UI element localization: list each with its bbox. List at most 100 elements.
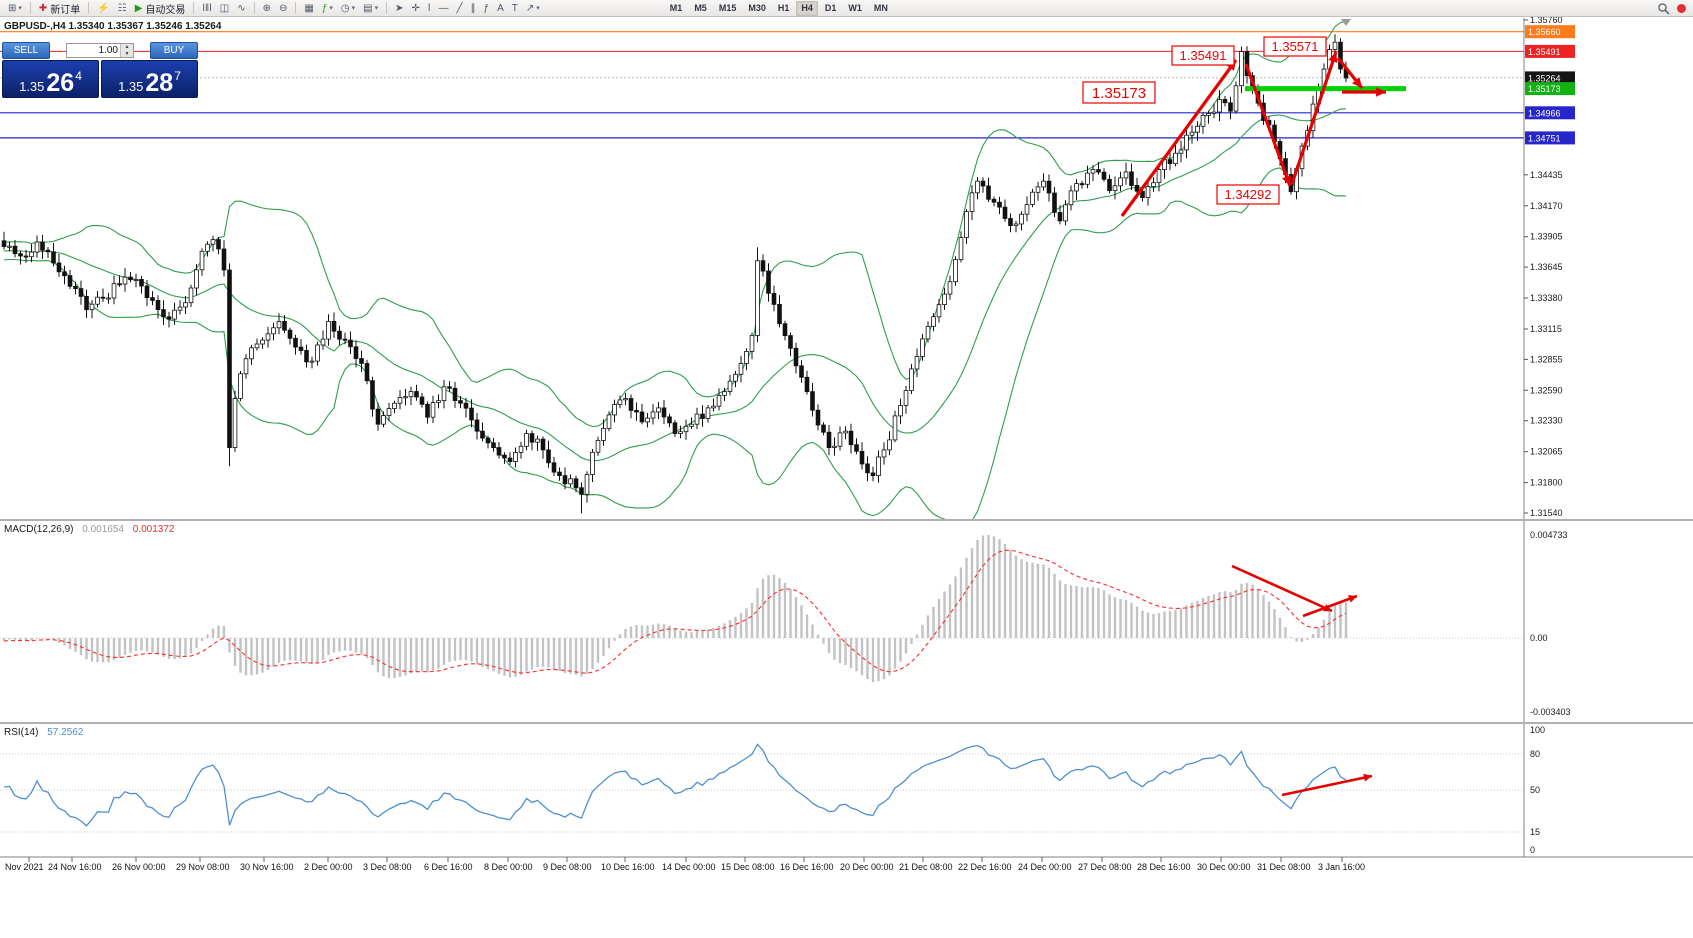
new-chart-button[interactable]: ⊞ ▾ [5, 1, 25, 16]
svg-text:0.00: 0.00 [1530, 633, 1548, 643]
tile-windows-button[interactable]: ▦ [301, 1, 316, 16]
svg-text:14 Dec 00:00: 14 Dec 00:00 [662, 862, 716, 872]
svg-text:8 Dec 00:00: 8 Dec 00:00 [484, 862, 533, 872]
cursor-button[interactable]: ➤ [392, 1, 406, 16]
label-icon: T [511, 2, 518, 14]
zoom-in-button[interactable]: ⊕ [260, 1, 274, 16]
svg-text:1.35491: 1.35491 [1180, 48, 1227, 63]
new-order-icon: ✚ [38, 2, 48, 14]
svg-text:20 Dec 00:00: 20 Dec 00:00 [840, 862, 894, 872]
periods-button[interactable]: ◷ ▾ [338, 1, 358, 16]
annotation-box-1.35173[interactable] [1082, 81, 1156, 104]
vertical-line-button[interactable]: ǀ [425, 1, 434, 16]
macd-signal-line [3, 549, 1347, 674]
macd-axis: 0.004733 0.00 -0.003403 [1530, 530, 1571, 717]
crosshair-button[interactable]: ✛ [409, 1, 423, 16]
fibonacci-button[interactable]: ƒ [481, 1, 493, 16]
bollinger-lower [3, 167, 1347, 519]
timeframe-m1-button[interactable]: M1 [669, 3, 683, 13]
svg-text:15: 15 [1530, 827, 1540, 837]
label-button[interactable]: T [509, 1, 521, 16]
buy-price-button[interactable]: 1.35 28 7 [101, 60, 198, 98]
lot-size-input[interactable]: 1.00 ▲ ▼ [66, 43, 134, 58]
chart-shift-marker[interactable] [1341, 19, 1351, 26]
templates-button[interactable]: ▤ ▾ [360, 1, 381, 16]
dropdown-caret-icon: ▾ [374, 5, 379, 12]
indicators-button[interactable]: ƒ ▾ [319, 1, 336, 16]
svg-text:1.33645: 1.33645 [1530, 262, 1563, 272]
tile-windows-icon: ▦ [304, 2, 314, 14]
price-tag-1.35173 [1525, 82, 1575, 96]
svg-text:3 Dec 08:00: 3 Dec 08:00 [363, 862, 412, 872]
sell-price-big: 26 [46, 69, 75, 97]
timeframe-m15-button[interactable]: M15 [718, 3, 737, 13]
horizontal-lines[interactable] [0, 31, 1524, 139]
sell-button[interactable]: SELL [2, 42, 50, 59]
lot-size-value[interactable]: 1.00 [98, 45, 118, 56]
market-watch-button[interactable]: ☷ [115, 1, 130, 16]
metaeditor-button[interactable]: ⚡ [94, 1, 112, 16]
arrows-icon: ↗ [525, 2, 535, 14]
svg-text:80: 80 [1530, 749, 1540, 759]
arrows-button[interactable]: ↗ ▾ [523, 1, 543, 16]
svg-text:1.35660: 1.35660 [1528, 27, 1561, 37]
notification-badge[interactable] [1677, 3, 1686, 13]
pane-separator[interactable] [0, 519, 1693, 521]
svg-text:16 Dec 16:00: 16 Dec 16:00 [780, 862, 834, 872]
timeframe-h4-button[interactable]: H4 [796, 0, 818, 16]
annotation-box-1.35571[interactable] [1263, 36, 1327, 57]
pane-separator[interactable] [0, 722, 1693, 724]
autotrading-button[interactable]: ▶ 自动交易 [132, 1, 189, 16]
timeframe-w1-button[interactable]: W1 [848, 3, 862, 13]
zoom-out-icon: ⊖ [278, 2, 288, 14]
lot-increase-button[interactable]: ▲ [121, 44, 133, 51]
search-icon[interactable] [1657, 2, 1670, 15]
price-tag-1.35264 [1525, 71, 1575, 85]
channel-button[interactable]: ∥ [468, 1, 479, 16]
macd-name: MACD(12,26,9) [4, 524, 74, 535]
chart-bars-button[interactable]: ǀǁǀ [199, 1, 214, 16]
svg-text:1.35760: 1.35760 [1530, 15, 1563, 25]
svg-text:6 Dec 16:00: 6 Dec 16:00 [424, 862, 473, 872]
svg-text:30 Dec 00:00: 30 Dec 00:00 [1197, 862, 1251, 872]
zoom-out-button[interactable]: ⊖ [276, 1, 290, 16]
sell-price-button[interactable]: 1.35 26 4 [2, 60, 99, 98]
one-click-top-row: SELL 1.00 ▲ ▼ BUY [2, 42, 198, 59]
time-axis: Nov 2021 24 Nov 16:00 26 Nov 00:00 29 Nov 0… [0, 856, 1693, 872]
horizontal-line-button[interactable]: ― [436, 1, 452, 16]
chart-line-button[interactable]: ∿ [234, 1, 248, 16]
timeframe-m5-button[interactable]: M5 [694, 3, 707, 13]
buy-price-base: 1.35 [118, 79, 144, 94]
lot-decrease-button[interactable]: ▼ [121, 50, 133, 57]
trend-arrows[interactable] [1120, 51, 1386, 217]
new-order-button-label: 新订单 [50, 4, 81, 16]
timeframe-m30-button[interactable]: M30 [748, 3, 766, 13]
svg-text:22 Dec 16:00: 22 Dec 16:00 [958, 862, 1012, 872]
timeframe-d1-button[interactable]: D1 [824, 3, 837, 13]
timeframe-h1-button[interactable]: H1 [777, 3, 790, 13]
templates-icon: ▤ [363, 2, 373, 14]
symbol-ohlc-label: GBPUSD-,H4 1.35340 1.35367 1.35246 1.352… [4, 21, 222, 32]
svg-text:30 Nov 16:00: 30 Nov 16:00 [240, 862, 294, 872]
dropdown-caret-icon: ▾ [18, 5, 22, 12]
price-annotations[interactable]: 1.35491 1.35571 1.35173 1.34292 [1082, 36, 1327, 205]
new-order-button[interactable]: ✚ 新订单 [36, 1, 83, 16]
toolbar: ⊞ ▾ ✚ 新订单 ⚡ ☷ ▶ 自动交易 ǀǁǀ ◫ ∿ ⊕ ⊖ ▦ ƒ ▾ ◷ ▾ ▤ ▾ ➤ ✛ ǀ ― ╱ ∥ ƒ A T ↗ ▾ M… [0, 0, 1693, 17]
chart-candles-button[interactable]: ◫ [217, 1, 232, 16]
annotation-box-1.34292[interactable] [1216, 184, 1280, 205]
timeframe-mn-button[interactable]: MN [873, 3, 888, 13]
svg-text:1.34435: 1.34435 [1530, 170, 1563, 180]
horizontal-line-icon: ― [438, 2, 449, 14]
macd-arrows[interactable] [1231, 564, 1358, 618]
svg-text:9 Dec 08:00: 9 Dec 08:00 [543, 862, 592, 872]
annotation-box-1.35491[interactable] [1171, 45, 1235, 66]
text-button[interactable]: A [494, 1, 507, 16]
macd-signal-value: 0.001372 [132, 524, 175, 535]
dropdown-caret-icon: ▾ [351, 5, 356, 12]
svg-text:1.34292: 1.34292 [1225, 187, 1272, 202]
rsi-arrows[interactable] [1281, 773, 1373, 797]
svg-text:24 Dec 00:00: 24 Dec 00:00 [1018, 862, 1072, 872]
buy-button[interactable]: BUY [150, 42, 198, 59]
trendline-button[interactable]: ╱ [454, 1, 466, 16]
